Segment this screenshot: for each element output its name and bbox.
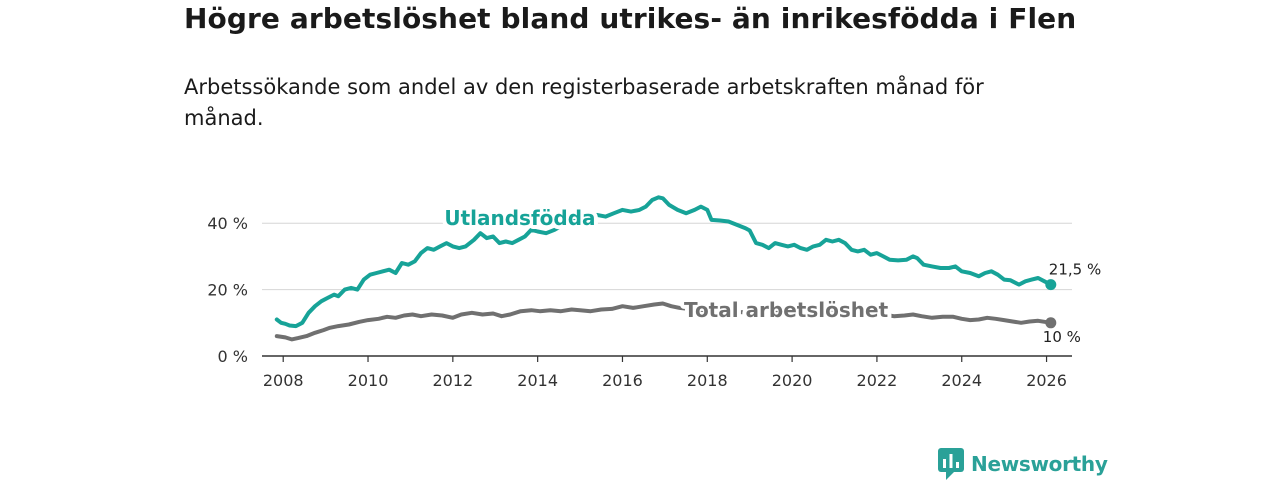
series-name-label: Utlandsfödda [444, 206, 595, 230]
y-tick-label: 40 % [207, 214, 248, 233]
x-tick-label: 2010 [348, 371, 389, 390]
label-layer: 21,5 % 10 % Utlandsfödda Total arbetslöshet [440, 202, 1101, 346]
x-tick-label: 2026 [1026, 371, 1067, 390]
x-tick-label: 2020 [772, 371, 813, 390]
x-tick-label: 2014 [517, 371, 558, 390]
x-tick-label: 2022 [857, 371, 898, 390]
y-tick-label: 0 % [218, 347, 248, 366]
brand-logo: Newsworthy [938, 448, 1108, 480]
brand-name: Newsworthy [971, 452, 1108, 476]
x-tick-label: 2012 [432, 371, 473, 390]
chart-subtitle: Arbetssökande som andel av den registerb… [184, 75, 984, 130]
chart-title: Högre arbetslöshet bland utrikes- än inr… [184, 2, 1077, 35]
bar-chart-logo-icon [938, 448, 964, 480]
series-line-utlandsfodda [274, 195, 1053, 329]
axis-layer: 0 % 20 % 40 % 2008 2010 2012 2014 2016 2018 2020 2… [207, 214, 1072, 390]
series-line-total [274, 301, 1053, 342]
y-tick-label: 20 % [207, 281, 248, 300]
x-tick-label: 2024 [941, 371, 982, 390]
series-layer [274, 195, 1057, 342]
series-end-label: 10 % [1043, 328, 1081, 346]
grid-layer [262, 222, 1072, 291]
x-tick-label: 2018 [687, 371, 728, 390]
series-end-label: 21,5 % [1049, 261, 1101, 279]
series-end-point [1045, 279, 1057, 291]
series-end-point [1045, 317, 1057, 329]
x-tick-label: 2008 [263, 371, 304, 390]
series-name-label: Total arbetslöshet [684, 298, 889, 322]
x-tick-label: 2016 [602, 371, 643, 390]
